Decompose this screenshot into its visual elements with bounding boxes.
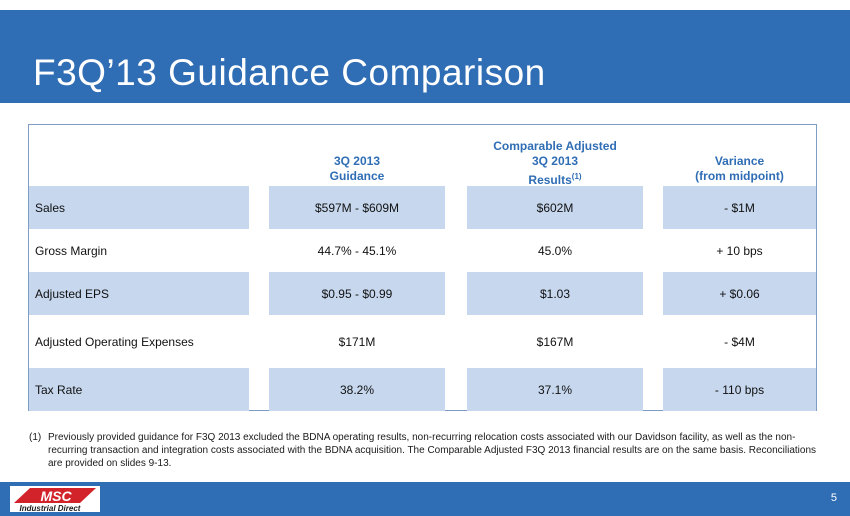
header-guidance: 3Q 2013 Guidance <box>269 154 445 184</box>
variance-value: - $4M <box>724 334 755 349</box>
header-guidance-line-1: 3Q 2013 <box>333 154 381 168</box>
header-results-footnote-ref: (1) <box>571 172 582 181</box>
header-band <box>0 0 850 103</box>
header-results-line-3: Results(1) <box>467 169 643 188</box>
table-row-sales: Sales $597M - $609M $602M - $1M <box>29 186 816 229</box>
header-variance: Variance (from midpoint) <box>663 154 816 184</box>
guidance-value: 38.2% <box>269 368 445 411</box>
table-row-tax-rate: Tax Rate 38.2% 37.1% - 110 bps <box>29 368 816 411</box>
variance-value: + $0.06 <box>663 272 816 315</box>
logo-tagline: Industrial Direct <box>20 504 81 513</box>
variance-value: + 10 bps <box>716 243 763 258</box>
header-variance-line-1: Variance <box>714 154 765 168</box>
header-results: Comparable Adjusted 3Q 2013 Results(1) <box>467 139 643 188</box>
page-number: 5 <box>830 492 837 504</box>
guidance-value: 44.7% - 45.1% <box>317 243 397 258</box>
guidance-value: $0.95 - $0.99 <box>269 272 445 315</box>
results-value: $167M <box>536 334 574 349</box>
row-label: Sales <box>29 186 249 229</box>
logo-wordmark: MSC <box>40 488 72 504</box>
header-results-label: Results <box>528 173 572 187</box>
slide-title: F3Q’13 Guidance Comparison <box>33 52 546 93</box>
msc-logo: MSC Industrial Direct <box>10 486 100 513</box>
results-value: $602M <box>467 186 643 229</box>
variance-value: - 110 bps <box>663 368 816 411</box>
row-label: Adjusted EPS <box>29 272 249 315</box>
results-value: 37.1% <box>467 368 643 411</box>
variance-value: - $1M <box>663 186 816 229</box>
header-guidance-line-2: Guidance <box>329 169 385 183</box>
footnote-text: Previously provided guidance for F3Q 201… <box>48 432 817 469</box>
results-value: 45.0% <box>537 243 573 258</box>
table-row-gross-margin: Gross Margin 44.7% - 45.1% 45.0% + 10 bp… <box>29 229 816 272</box>
header-variance-line-2: (from midpoint) <box>695 169 784 183</box>
guidance-value: $171M <box>338 334 376 349</box>
row-label: Tax Rate <box>29 368 249 411</box>
header-results-line-1: Comparable Adjusted <box>493 139 617 153</box>
table-row-adjusted-operating-expenses: Adjusted Operating Expenses $171M $167M … <box>29 320 816 363</box>
table-row-adjusted-eps: Adjusted EPS $0.95 - $0.99 $1.03 + $0.06 <box>29 272 816 315</box>
results-value: $1.03 <box>467 272 643 315</box>
footnote: (1) Previously provided guidance for F3Q… <box>29 431 819 470</box>
footer-band <box>0 482 850 516</box>
row-label: Gross Margin <box>35 243 108 258</box>
guidance-value: $597M - $609M <box>269 186 445 229</box>
header-results-line-2: 3Q 2013 <box>531 154 579 168</box>
footnote-marker: (1) <box>29 432 42 443</box>
row-label: Adjusted Operating Expenses <box>35 334 194 349</box>
